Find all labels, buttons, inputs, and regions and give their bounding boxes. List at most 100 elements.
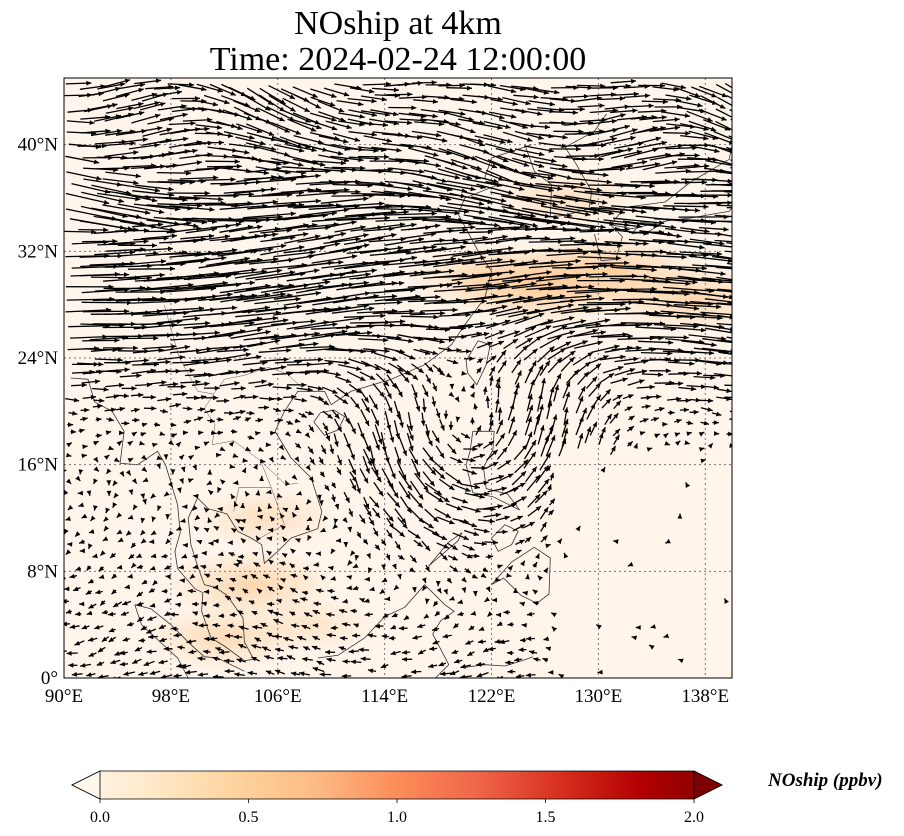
wind-vector: [222, 327, 263, 337]
wind-vector: [726, 95, 732, 100]
wind-vector: [98, 574, 105, 579]
wind-vector: [451, 649, 459, 655]
wind-vector: [294, 357, 324, 363]
wind-vector: [431, 430, 440, 444]
country-border: [163, 304, 305, 395]
wind-vector: [726, 146, 732, 151]
wind-vector: [574, 318, 611, 328]
wind-vector: [123, 671, 136, 676]
wind-vector: [336, 215, 390, 222]
wind-vector: [132, 504, 138, 511]
wind-vector: [408, 191, 452, 202]
wind-vector: [346, 575, 353, 580]
wind-vector: [105, 171, 141, 179]
wind-vector: [461, 552, 473, 559]
wind-vector: [380, 432, 387, 452]
wind-vector: [627, 440, 634, 447]
wind-vector: [465, 640, 474, 645]
wind-vector: [188, 454, 194, 461]
wind-vector: [673, 303, 722, 310]
wind-vector: [705, 264, 732, 268]
wind-vector: [295, 538, 301, 543]
wind-vector: [102, 536, 109, 542]
wind-vector: [352, 633, 361, 638]
wind-vector: [610, 91, 639, 97]
wind-vector: [495, 147, 529, 158]
wind-vector: [417, 623, 426, 629]
wind-vector: [165, 148, 198, 156]
wind-vector: [435, 158, 468, 170]
wind-vector: [87, 543, 93, 550]
wind-vector: [193, 525, 200, 532]
map-plot-area: [63, 77, 733, 679]
wind-vector: [119, 220, 176, 233]
wind-vector: [545, 646, 552, 652]
wind-vector: [449, 456, 463, 464]
lat-tick-label: 24°N: [18, 348, 59, 369]
wind-vector: [407, 159, 442, 168]
wind-vector: [448, 421, 454, 431]
wind-vector: [105, 468, 112, 475]
wind-vector: [195, 124, 223, 130]
wind-vector: [318, 111, 346, 122]
wind-vector: [273, 291, 321, 300]
wind-vector: [498, 224, 531, 230]
wind-vector: [476, 367, 482, 374]
wind-vector: [444, 220, 500, 228]
wind-vector: [308, 476, 315, 483]
wind-vector: [79, 601, 85, 607]
wind-vector: [283, 636, 294, 642]
wind-vector: [401, 314, 439, 320]
wind-vector: [233, 354, 262, 362]
wind-vector: [471, 331, 490, 338]
wind-vector: [661, 82, 687, 90]
wind-vector: [312, 667, 325, 673]
wind-vector: [508, 416, 516, 434]
wind-vector: [242, 211, 296, 219]
wind-vector: [330, 548, 336, 555]
wind-vector: [359, 468, 369, 484]
wind-vector: [236, 658, 246, 663]
wind-vector: [142, 477, 149, 483]
wind-vector: [169, 205, 215, 212]
wind-vector: [64, 650, 67, 652]
wind-vector: [637, 340, 674, 345]
wind-vector: [492, 597, 498, 603]
wind-vector: [452, 298, 487, 304]
wind-vector: [363, 448, 373, 466]
wind-vector: [165, 160, 203, 168]
wind-vector: [475, 425, 482, 436]
wind-vector: [573, 330, 606, 338]
wind-vector: [598, 205, 647, 214]
wind-vector: [448, 391, 455, 398]
wind-vector: [242, 588, 249, 594]
wind-vector: [78, 227, 109, 233]
wind-vector: [234, 186, 277, 195]
wind-vector: [495, 433, 506, 447]
wind-vector: [115, 88, 144, 98]
wind-vector: [711, 190, 732, 192]
wind-vector: [224, 633, 234, 639]
wind-vector: [663, 204, 709, 209]
colorbar-tick-label: 1.5: [536, 809, 556, 826]
wind-vector: [279, 561, 286, 566]
wind-vector: [413, 472, 429, 492]
wind-vector: [612, 428, 621, 437]
wind-vector: [511, 207, 559, 220]
wind-vector: [553, 194, 597, 205]
wind-vector: [674, 418, 682, 424]
wind-vector: [712, 255, 732, 260]
wind-vector: [394, 541, 402, 551]
wind-vector: [359, 245, 404, 255]
wind-vector: [513, 94, 539, 100]
wind-vector: [468, 625, 475, 631]
wind-vector: [203, 94, 230, 105]
wind-vector: [119, 183, 161, 193]
wind-vector: [284, 110, 311, 123]
wind-vector: [652, 143, 684, 150]
wind-vector: [79, 548, 85, 554]
lon-tick-label: 130°E: [575, 686, 623, 707]
wind-vector: [414, 396, 421, 412]
wind-vector: [358, 232, 397, 242]
wind-vector: [693, 375, 716, 380]
